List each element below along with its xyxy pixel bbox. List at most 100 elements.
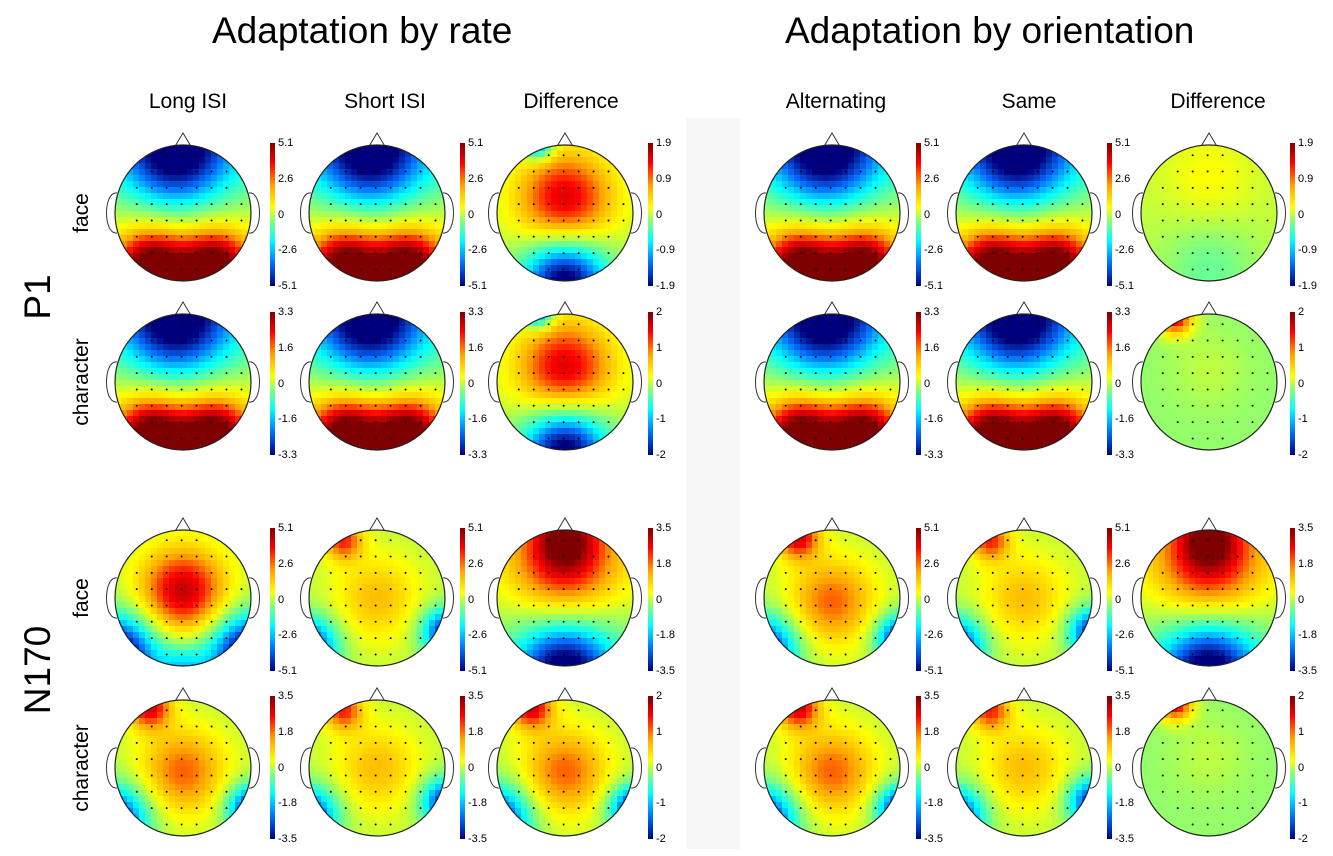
electrode-dot xyxy=(815,219,817,221)
electrode-dot xyxy=(800,171,802,173)
electrode-dot xyxy=(390,726,392,728)
electrode-dot xyxy=(360,405,362,407)
electrode-dot xyxy=(1022,588,1024,590)
colorbar-tick-label: 1.9 xyxy=(656,138,671,149)
electrode-dot xyxy=(845,653,847,655)
electrode-dot xyxy=(196,252,198,254)
colorbar xyxy=(916,143,921,286)
electrode-dot xyxy=(563,171,565,173)
topomap-p1-face-col3 xyxy=(477,125,653,301)
electrode-dot xyxy=(860,572,862,574)
electrode-dot xyxy=(1007,758,1009,760)
topomap-n170-face-col5 xyxy=(936,510,1112,686)
electrode-dot xyxy=(1192,372,1194,374)
electrode-dot xyxy=(593,356,595,358)
colorbar xyxy=(1290,312,1295,455)
electrode-dot xyxy=(196,187,198,189)
electrode-dot xyxy=(330,372,332,374)
electrode-dot xyxy=(1052,807,1054,809)
electrode-dot xyxy=(390,588,392,590)
electrode-dot xyxy=(226,774,228,776)
electrode-dot xyxy=(1007,791,1009,793)
electrode-dot xyxy=(785,236,787,238)
electrode-dot xyxy=(434,604,436,606)
electrode-dot xyxy=(375,268,377,270)
electrode-dot xyxy=(785,774,787,776)
electrode-dot xyxy=(578,219,580,221)
electrode-dot xyxy=(226,372,228,374)
electrode-dot xyxy=(548,556,550,558)
topomap-p1-character-col1 xyxy=(95,294,271,470)
electrode-dot xyxy=(420,252,422,254)
electrode-dot xyxy=(360,219,362,221)
electrode-dot xyxy=(563,323,565,325)
electrode-dot xyxy=(345,807,347,809)
electrode-dot xyxy=(830,340,832,342)
electrode-dot xyxy=(181,323,183,325)
topomap-n170-face-col2 xyxy=(289,510,465,686)
colorbar-tick-label: 1 xyxy=(1298,727,1304,738)
electrode-dot xyxy=(166,742,168,744)
electrode-dot xyxy=(593,742,595,744)
electrode-dot xyxy=(845,405,847,407)
electrode-dot xyxy=(1252,572,1254,574)
electrode-dot xyxy=(1177,588,1179,590)
electrode-dot xyxy=(578,742,580,744)
electrode-dot xyxy=(360,709,362,711)
electrode-dot xyxy=(1192,539,1194,541)
electrode-dot xyxy=(390,219,392,221)
electrode-dot xyxy=(1022,268,1024,270)
electrode-dot xyxy=(785,588,787,590)
electrode-dot xyxy=(815,539,817,541)
electrode-dot xyxy=(815,556,817,558)
electrode-dot xyxy=(845,807,847,809)
electrode-dot xyxy=(578,774,580,776)
electrode-dot xyxy=(518,356,520,358)
electrode-dot xyxy=(166,203,168,205)
electrode-dot xyxy=(1237,726,1239,728)
electrode-dot xyxy=(593,340,595,342)
electrode-dot xyxy=(1177,203,1179,205)
electrode-dot xyxy=(136,388,138,390)
electrode-dot xyxy=(593,791,595,793)
electrode-dot xyxy=(1177,252,1179,254)
electrode-dot xyxy=(420,774,422,776)
electrode-dot xyxy=(815,388,817,390)
electrode-dot xyxy=(889,388,891,390)
electrode-dot xyxy=(181,742,183,744)
electrode-dot xyxy=(196,323,198,325)
electrode-dot xyxy=(608,388,610,390)
electrode-dot xyxy=(1252,604,1254,606)
electrode-dot xyxy=(1162,604,1164,606)
electrode-dot xyxy=(578,268,580,270)
electrode-dot xyxy=(860,236,862,238)
colorbar-tick-label: 2 xyxy=(1298,691,1304,702)
electrode-dot xyxy=(845,604,847,606)
electrode-dot xyxy=(211,726,213,728)
electrode-dot xyxy=(860,774,862,776)
electrode-dot xyxy=(785,758,787,760)
electrode-dot xyxy=(181,356,183,358)
electrode-dot xyxy=(375,637,377,639)
electrode-dot xyxy=(830,572,832,574)
electrode-dot xyxy=(785,372,787,374)
electrode-dot xyxy=(800,572,802,574)
electrode-dot xyxy=(1037,388,1039,390)
electrode-dot xyxy=(196,268,198,270)
colorbar xyxy=(1107,696,1112,839)
colorbar-tick-label: -1 xyxy=(1298,798,1308,809)
electrode-dot xyxy=(1007,219,1009,221)
colorbar xyxy=(460,696,465,839)
electrode-dot xyxy=(830,742,832,744)
electrode-dot xyxy=(1177,372,1179,374)
electrode-dot xyxy=(1192,187,1194,189)
electrode-dot xyxy=(1007,437,1009,439)
electrode-dot xyxy=(166,823,168,825)
electrode-dot xyxy=(240,758,242,760)
colorbar-tick-label: 0 xyxy=(278,379,284,390)
electrode-dot xyxy=(181,405,183,407)
electrode-dot xyxy=(1162,742,1164,744)
electrode-dot xyxy=(420,556,422,558)
electrode-dot xyxy=(1037,807,1039,809)
colorbar-tick-label: 0 xyxy=(468,595,474,606)
